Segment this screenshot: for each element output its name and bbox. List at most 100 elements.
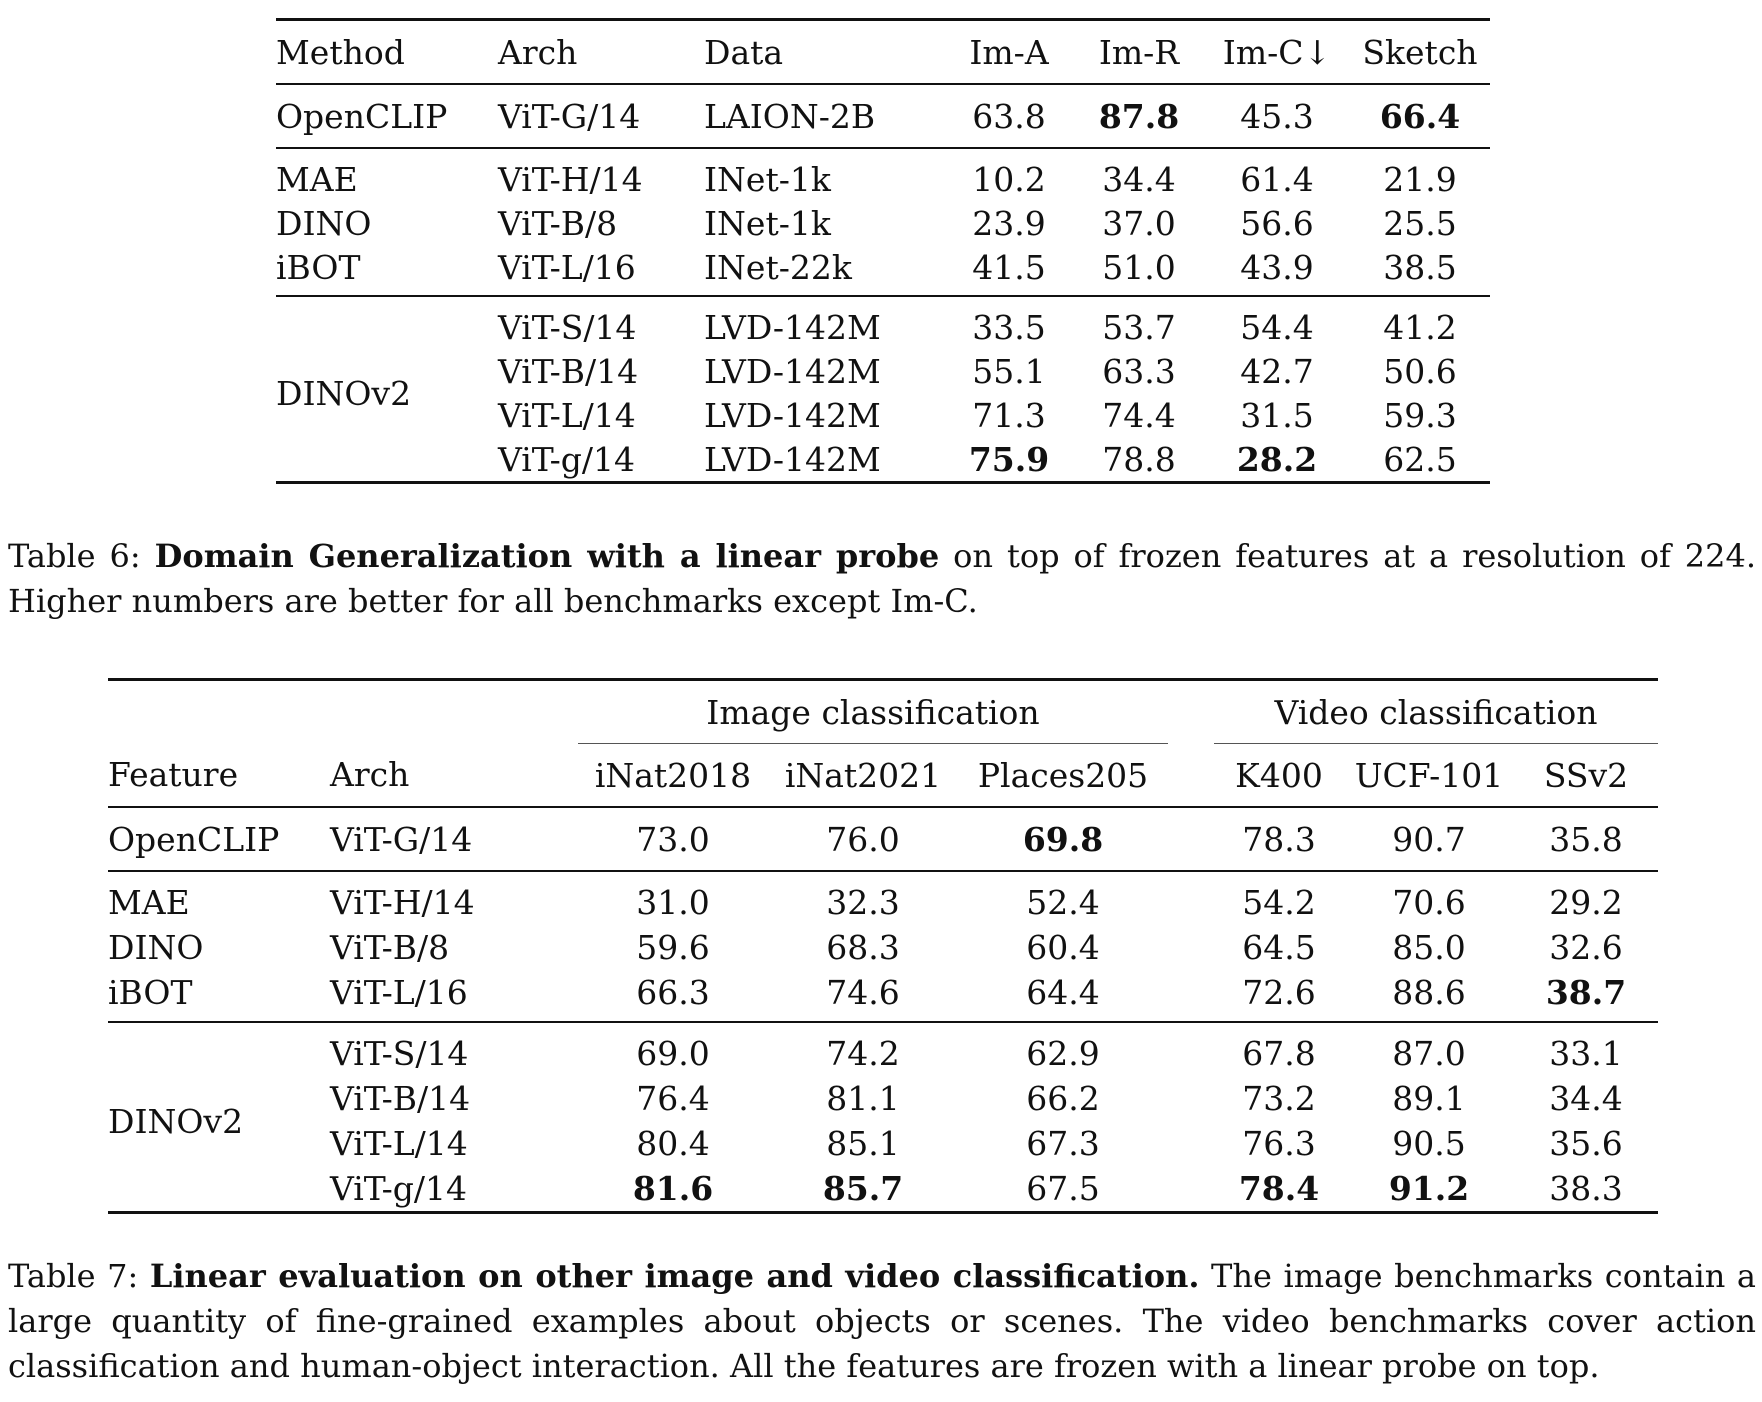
cell-im-r: 53.7 — [1102, 307, 1176, 347]
cell-data: LVD-142M — [704, 307, 881, 347]
cell-inat2018: 69.0 — [636, 1034, 710, 1073]
table-row: ViT-B/14 LVD-142M 55.1 63.3 42.7 50.6 — [276, 349, 1490, 393]
cell-im-r: 87.8 — [1074, 84, 1204, 149]
cell-im-c: 54.4 — [1240, 307, 1314, 347]
table-row: ViT-g/14 LVD-142M 75.9 78.8 28.2 62.5 — [276, 437, 1490, 483]
table-7: Image classification Video classificatio… — [108, 678, 1658, 1214]
cell-ssv2: 32.6 — [1549, 928, 1623, 967]
cell-sketch: 38.5 — [1350, 245, 1490, 297]
cell-arch: ViT-L/14 — [330, 1124, 468, 1163]
cell-arch: ViT-H/14 — [498, 159, 643, 199]
group-header-video: Video classification — [1214, 679, 1658, 744]
cell-im-a: 33.5 — [972, 307, 1046, 347]
cell-method-group: DINOv2 — [276, 373, 412, 413]
cell-sketch: 62.5 — [1383, 439, 1457, 479]
table-row: DINOv2 ViT-S/14 69.0 74.2 62.9 67.8 87.0… — [108, 1022, 1658, 1141]
cell-data: LVD-142M — [704, 439, 881, 479]
cell-im-a: 10.2 — [972, 159, 1046, 199]
cell-k400: 78.3 — [1214, 807, 1344, 872]
header-arch: Arch — [330, 743, 578, 808]
cell-feature: MAE — [108, 883, 190, 922]
table-row: iBOT ViT-L/16 66.3 74.6 64.4 72.6 88.6 3… — [108, 970, 1658, 1023]
cell-ucf101: 88.6 — [1344, 970, 1514, 1023]
cell-sketch: 66.4 — [1350, 84, 1490, 149]
cell-places205: 67.5 — [1026, 1169, 1100, 1208]
cell-sketch: 50.6 — [1383, 351, 1457, 391]
caption-bold: Linear evaluation on other image and vid… — [149, 1257, 1200, 1295]
cell-ucf101: 87.0 — [1392, 1034, 1466, 1073]
table-row: ViT-L/14 80.4 85.1 67.3 76.3 90.5 35.6 — [108, 1121, 1658, 1166]
cell-inat2018: 76.4 — [636, 1079, 710, 1118]
cell-k400: 54.2 — [1242, 883, 1316, 922]
cell-inat2021: 85.1 — [826, 1124, 900, 1163]
cell-im-a: 55.1 — [972, 351, 1046, 391]
table-row: DINO ViT-B/8 INet-1k 23.9 37.0 56.6 25.5 — [276, 201, 1490, 245]
cell-inat2021: 74.6 — [768, 970, 958, 1023]
empty-cell — [330, 680, 578, 744]
cell-inat2018: 81.6 — [632, 1169, 714, 1208]
table-row: DINO ViT-B/8 59.6 68.3 60.4 64.5 85.0 32… — [108, 925, 1658, 970]
cell-places205: 62.9 — [1026, 1034, 1100, 1073]
cell-feature: iBOT — [108, 970, 330, 1023]
table-row: MAE ViT-H/14 INet-1k 10.2 34.4 61.4 21.9 — [276, 148, 1490, 201]
cell-inat2021: 76.0 — [768, 807, 958, 872]
empty-cell — [108, 680, 330, 744]
empty-cell — [1168, 1076, 1214, 1121]
table-header-row: Method Arch Data Im-A Im-R Im-C↓ Sketch — [276, 19, 1490, 85]
cell-arch: ViT-H/14 — [330, 883, 475, 922]
cell-arch: ViT-G/14 — [498, 84, 704, 149]
cell-k400: 67.8 — [1242, 1034, 1316, 1073]
cell-inat2021: 68.3 — [826, 928, 900, 967]
cell-im-c: 56.6 — [1240, 203, 1314, 243]
cell-k400: 72.6 — [1214, 970, 1344, 1023]
cell-k400: 78.4 — [1238, 1169, 1320, 1208]
cell-arch: ViT-B/8 — [330, 928, 450, 967]
cell-im-c: 43.9 — [1204, 245, 1350, 297]
empty-cell — [1168, 680, 1214, 744]
cell-ssv2: 38.3 — [1549, 1169, 1623, 1208]
header-im-a: Im-A — [944, 19, 1074, 85]
cell-ssv2: 29.2 — [1549, 883, 1623, 922]
cell-im-r: 74.4 — [1102, 395, 1176, 435]
cell-ucf101: 89.1 — [1392, 1079, 1466, 1118]
cell-inat2021: 74.2 — [826, 1034, 900, 1073]
cell-sketch: 21.9 — [1383, 159, 1457, 199]
cell-im-r: 63.3 — [1102, 351, 1176, 391]
table-row: MAE ViT-H/14 31.0 32.3 52.4 54.2 70.6 29… — [108, 871, 1658, 925]
cell-inat2018: 59.6 — [636, 928, 710, 967]
cell-places205: 69.8 — [958, 807, 1168, 872]
caption-bold: Domain Generalization with a linear prob… — [154, 537, 940, 575]
cell-feature-group: DINOv2 — [108, 1101, 244, 1141]
cell-arch: ViT-S/14 — [498, 307, 637, 347]
cell-data: LVD-142M — [704, 395, 881, 435]
cell-ucf101: 91.2 — [1388, 1169, 1470, 1208]
cell-feature: OpenCLIP — [108, 807, 330, 872]
header-arch: Arch — [498, 19, 704, 85]
caption-text: The image benchmarks contain a large qua… — [8, 1257, 1757, 1385]
header-ssv2: SSv2 — [1514, 743, 1658, 808]
cell-places205: 67.3 — [1026, 1124, 1100, 1163]
cell-inat2018: 66.3 — [578, 970, 768, 1023]
cell-k400: 76.3 — [1242, 1124, 1316, 1163]
cell-arch: ViT-L/14 — [498, 395, 636, 435]
cell-data: INet-1k — [704, 159, 831, 199]
cell-arch: ViT-S/14 — [330, 1034, 469, 1073]
cell-im-a: 71.3 — [972, 395, 1046, 435]
cell-data: LVD-142M — [704, 351, 881, 391]
empty-cell — [1168, 1121, 1214, 1166]
table-6: Method Arch Data Im-A Im-R Im-C↓ Sketch … — [276, 18, 1490, 484]
cell-places205: 64.4 — [958, 970, 1168, 1023]
cell-im-r: 51.0 — [1074, 245, 1204, 297]
table-header-row: Feature Arch iNat2018 iNat2021 Places205… — [108, 743, 1658, 808]
empty-cell — [1168, 1022, 1214, 1076]
cell-method: MAE — [276, 159, 358, 199]
cell-feature: DINO — [108, 928, 204, 967]
cell-sketch: 59.3 — [1383, 395, 1457, 435]
cell-im-r: 34.4 — [1102, 159, 1176, 199]
table-6-caption: Table 6: Domain Generalization with a li… — [8, 534, 1756, 624]
cell-inat2021: 32.3 — [826, 883, 900, 922]
empty-cell — [1168, 925, 1214, 970]
header-inat2021: iNat2021 — [768, 743, 958, 808]
cell-im-a: 41.5 — [944, 245, 1074, 297]
caption-label: Table 7: — [8, 1257, 150, 1295]
